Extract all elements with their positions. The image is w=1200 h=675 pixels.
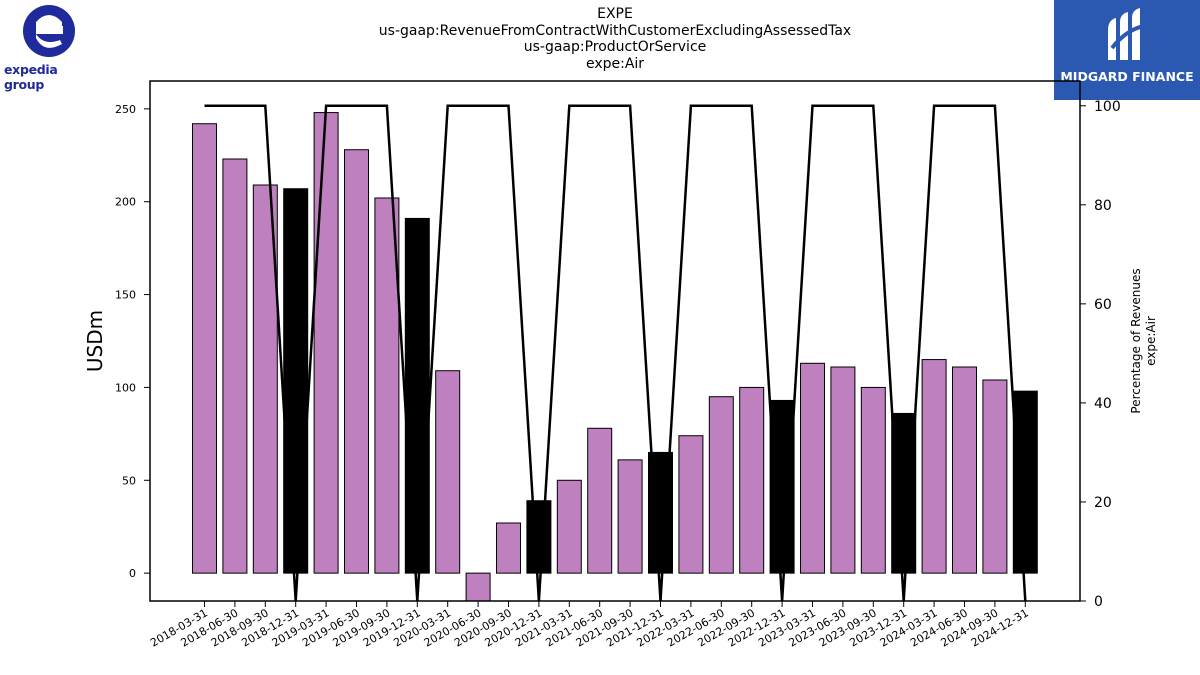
midgard-finance-logo: MIDGARD FINANCE <box>1054 0 1200 100</box>
y2-tick-label-40: 40 <box>1094 396 1112 412</box>
chart-title-line-2: us-gaap:RevenueFromContractWithCustomerE… <box>378 23 852 39</box>
percentage-line <box>204 104 1027 602</box>
bar-2022-12-31 <box>769 399 795 574</box>
bar-2023-12-31 <box>891 412 917 574</box>
bar-2023-06-30 <box>830 366 856 574</box>
y2-tick-label-100: 100 <box>1094 99 1121 115</box>
chart-title-line-3: us-gaap:ProductOrService <box>523 39 707 55</box>
y2-tick-label-20: 20 <box>1094 495 1112 511</box>
y-tick-label-50: 50 <box>122 474 136 487</box>
bar-2019-06-30 <box>344 149 369 574</box>
expedia-group-logo: expedia group <box>0 0 100 92</box>
x-axis-ticks: 2018-03-312018-06-302018-09-302018-12-31… <box>148 601 1031 650</box>
bar-2023-03-31 <box>800 362 825 574</box>
y2-axis-label-line-2: expe:Air <box>1144 316 1158 366</box>
bar-2024-03-31 <box>921 359 947 574</box>
expedia-logo-icon <box>23 5 75 57</box>
midgard-logo-text: MIDGARD FINANCE <box>1060 69 1194 84</box>
bar-2018-06-30 <box>222 158 248 574</box>
bar-2019-09-30 <box>374 197 400 574</box>
bar-2024-06-30 <box>952 366 977 574</box>
bar-2019-12-31 <box>404 217 430 574</box>
right-axis-ticks: 0 20 40 60 80 100 <box>1080 99 1121 610</box>
chart-title-line-4: expe:Air <box>585 56 645 72</box>
y-tick-label-100: 100 <box>115 381 136 394</box>
bar-2024-09-30 <box>982 379 1008 574</box>
y-tick-label-0: 0 <box>129 567 136 580</box>
bar-2020-06-30 <box>465 572 491 602</box>
bar-2021-03-31 <box>556 479 582 574</box>
y2-tick-label-0: 0 <box>1094 594 1103 610</box>
plot-frame <box>149 80 1081 602</box>
bar-2023-09-30 <box>860 386 886 574</box>
y-axis-label: USDm <box>83 310 107 372</box>
expedia-logo-text: expedia group <box>4 62 58 92</box>
percentage-line-series <box>204 104 1027 602</box>
y2-axis-label-line-1: Percentage of Revenues <box>1129 268 1143 413</box>
y2-tick-label-80: 80 <box>1094 198 1112 214</box>
bar-2020-09-30 <box>496 522 521 574</box>
bar-2019-03-31 <box>313 112 339 574</box>
bar-2022-09-30 <box>739 386 765 574</box>
bar-2022-06-30 <box>708 396 734 574</box>
y2-tick-label-60: 60 <box>1094 297 1112 313</box>
left-axis-ticks: 0 50 100 150 200 250 <box>115 103 150 580</box>
bar-series <box>192 112 1038 602</box>
bar-2022-03-31 <box>678 435 704 574</box>
chart-title-line-1: EXPE <box>597 6 633 22</box>
bar-2018-12-31 <box>283 188 309 574</box>
bar-2020-12-31 <box>526 500 552 574</box>
y-tick-label-150: 150 <box>115 289 136 302</box>
midgard-logo-icon <box>1108 8 1145 60</box>
bar-2021-09-30 <box>617 459 643 574</box>
bar-2021-06-30 <box>587 427 613 574</box>
bar-2018-03-31 <box>192 123 217 574</box>
y-tick-label-250: 250 <box>115 103 136 116</box>
y-tick-label-200: 200 <box>115 196 136 209</box>
bar-2020-03-31 <box>435 370 461 574</box>
